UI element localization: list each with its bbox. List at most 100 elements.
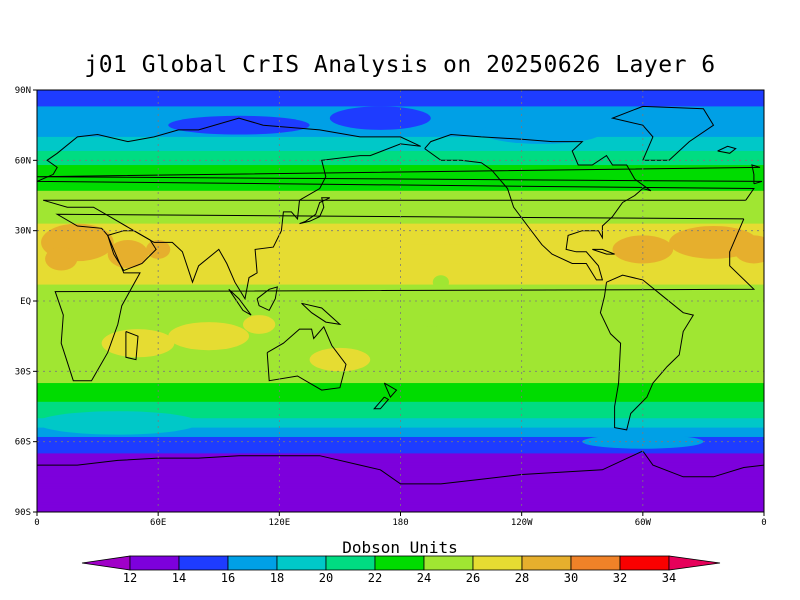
zonal-band (37, 399, 764, 403)
zonal-band (37, 472, 764, 476)
zonal-band (37, 99, 764, 103)
lon-label: 0 (761, 518, 766, 528)
colorbar-segment (619, 555, 670, 571)
anomaly-patch (432, 275, 449, 290)
zonal-band (37, 279, 764, 283)
zonal-band (37, 462, 764, 466)
zonal-band (37, 157, 764, 161)
zonal-band (37, 216, 764, 220)
zonal-band (37, 141, 764, 145)
map-title: j01 Global CrIS Analysis on 20250626 Lay… (84, 52, 716, 78)
colorbar-level-label: 32 (613, 571, 627, 585)
zonal-band (37, 392, 764, 396)
colorbar-segment (374, 555, 425, 571)
zonal-band (37, 465, 764, 469)
zonal-band (37, 92, 764, 96)
lon-label: 180 (392, 518, 408, 528)
zonal-band (37, 223, 764, 227)
zonal-band (37, 162, 764, 166)
anomaly-patch (354, 305, 387, 320)
zonal-band (37, 315, 764, 319)
colorbar-segment (178, 555, 229, 571)
zonal-band (37, 453, 764, 457)
colorbar-level-label: 34 (662, 571, 676, 585)
coastline (125, 331, 139, 361)
colorbar-level-label: 18 (270, 571, 284, 585)
anomaly-patch (168, 322, 250, 351)
lon-label: 0 (34, 518, 39, 528)
zonal-band (37, 165, 764, 168)
zonal-band (37, 322, 764, 326)
zonal-band (37, 493, 764, 497)
zonal-band (37, 242, 764, 246)
ozone-anomalies (37, 106, 764, 449)
zonal-band (37, 406, 764, 410)
zonal-band (37, 476, 764, 480)
zonal-band (37, 277, 764, 281)
zonal-band (37, 204, 764, 208)
zonal-band (37, 404, 764, 408)
colorbar-level-label: 16 (221, 571, 235, 585)
zonal-band (37, 357, 764, 361)
zonal-band (37, 291, 764, 295)
anomaly-patch (329, 106, 431, 130)
zonal-band (37, 97, 764, 100)
zonal-band (37, 483, 764, 487)
zonal-band (37, 237, 764, 241)
zonal-band (37, 333, 764, 337)
anomaly-patch (37, 411, 199, 435)
colorbar-label: Dobson Units (342, 538, 458, 557)
zonal-band (37, 507, 764, 511)
zonal-band (37, 308, 764, 311)
anomaly-patch (242, 315, 276, 334)
coastline (301, 302, 342, 326)
zonal-band (37, 411, 764, 415)
zonal-band (37, 446, 764, 450)
zonal-band (37, 211, 764, 215)
zonal-band (37, 429, 764, 433)
lat-label: 90S (15, 508, 31, 518)
coastline (717, 145, 737, 154)
zonal-band (37, 488, 764, 492)
anomaly-patch (481, 120, 603, 144)
zonal-band (37, 146, 764, 150)
zonal-band (37, 268, 764, 272)
latitude-labels: 90N 60N 30N EQ 30S 60S 90S (15, 86, 37, 518)
zonal-band (37, 415, 764, 419)
coastline (424, 133, 652, 281)
coastline (599, 274, 695, 431)
zonal-band (37, 397, 764, 401)
coastline (266, 325, 347, 391)
zonal-band (37, 343, 764, 347)
zonal-band (37, 153, 764, 157)
zonal-band (37, 326, 764, 330)
zonal-band (37, 420, 764, 424)
zonal-band (37, 218, 764, 222)
colorbar-arrow-left (81, 555, 131, 571)
lat-label: 30N (15, 227, 31, 237)
colorbar-segment (129, 555, 180, 571)
zonal-band (37, 385, 764, 389)
colorbar-level-label: 12 (123, 571, 137, 585)
zonal-band (37, 469, 764, 473)
zonal-band (37, 230, 764, 234)
anomaly-patch (319, 293, 361, 309)
colorbar-arrow-right (668, 555, 721, 571)
zonal-band (37, 169, 764, 173)
zonal-band (37, 460, 764, 464)
zonal-band (37, 181, 764, 185)
zonal-band (37, 104, 764, 108)
zonal-band (37, 319, 764, 323)
zonal-band (37, 127, 764, 131)
colorbar-level-label: 14 (172, 571, 186, 585)
colorbar-level-label: 28 (515, 571, 529, 585)
grid-lines (37, 90, 764, 512)
anomaly-patch (309, 347, 371, 372)
coastline (54, 213, 756, 382)
zonal-band (37, 354, 764, 358)
lat-label: 60S (15, 438, 31, 448)
longitude-labels: 0 60E 120E 180 120W 60W 0 (34, 512, 767, 528)
colorbar-segment (276, 555, 327, 571)
coastline (592, 248, 615, 255)
